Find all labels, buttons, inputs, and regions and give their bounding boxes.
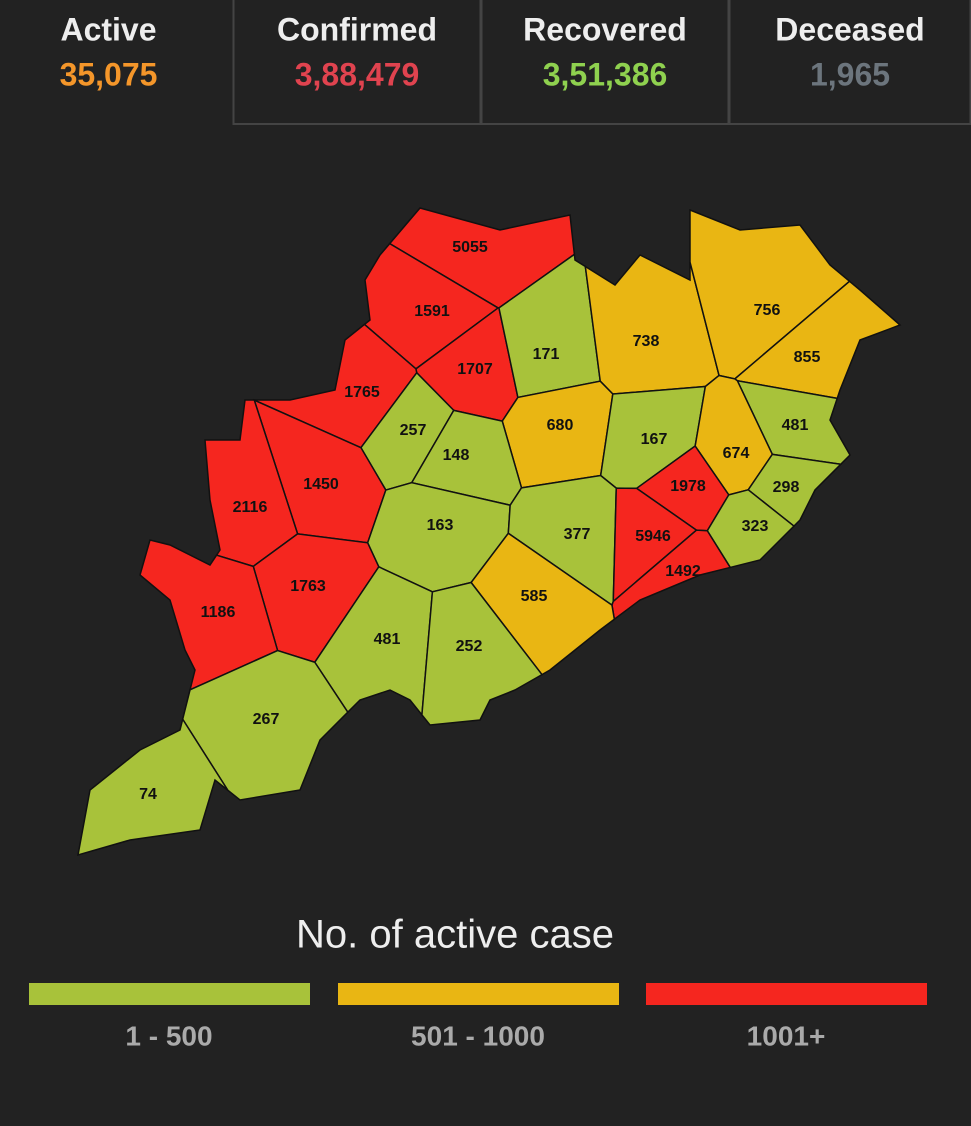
- district-label: 267: [253, 711, 280, 728]
- district-label: 1591: [414, 303, 450, 320]
- district-label: 1707: [457, 361, 493, 378]
- district-label: 738: [633, 333, 660, 350]
- district-label: 674: [723, 445, 750, 462]
- stat-label: Recovered: [523, 11, 687, 47]
- district-label: 171: [533, 346, 560, 363]
- district-label: 1978: [670, 478, 706, 495]
- district-label: 257: [400, 422, 427, 439]
- stat-label: Active: [60, 11, 156, 47]
- district-label: 74: [139, 786, 157, 803]
- district-label: 167: [641, 431, 668, 448]
- district-label: 5055: [452, 239, 488, 256]
- district-label: 680: [547, 417, 574, 434]
- district-label: 163: [427, 517, 454, 534]
- district-label: 1450: [303, 476, 339, 493]
- district-label: 855: [794, 349, 821, 366]
- district-label: 1186: [201, 604, 236, 621]
- district-label: 148: [443, 447, 470, 464]
- legend-title: No. of active case: [296, 913, 614, 957]
- stat-label: Deceased: [775, 11, 924, 47]
- district-label: 585: [521, 588, 548, 605]
- district-label: 252: [456, 638, 483, 655]
- legend-label: 501 - 1000: [411, 1020, 545, 1051]
- stat-value: 3,51,386: [543, 56, 668, 92]
- district-label: 323: [742, 518, 769, 535]
- district-label: 1763: [290, 578, 326, 595]
- stat-label: Confirmed: [277, 11, 437, 47]
- legend-label: 1 - 500: [125, 1020, 212, 1051]
- district-label: 1765: [344, 384, 380, 401]
- legend-label: 1001+: [747, 1020, 826, 1051]
- stat-value: 1,965: [810, 56, 890, 92]
- district: [501, 380, 614, 489]
- legend-swatch: [646, 983, 927, 1005]
- district: [139, 539, 279, 692]
- district-label: 377: [564, 526, 591, 543]
- district-label: 756: [754, 302, 781, 319]
- district-label: 481: [374, 631, 401, 648]
- legend-swatch: [338, 983, 619, 1005]
- district: [421, 581, 544, 726]
- stat-value: 3,88,479: [295, 56, 420, 92]
- district: [77, 717, 229, 857]
- stat-value: 35,075: [60, 56, 158, 92]
- district-label: 1492: [665, 563, 701, 580]
- district-label: 2116: [233, 499, 268, 516]
- district-label: 298: [773, 479, 800, 496]
- legend-swatch: [29, 983, 310, 1005]
- district-label: 5946: [635, 528, 671, 545]
- district-label: 481: [782, 417, 809, 434]
